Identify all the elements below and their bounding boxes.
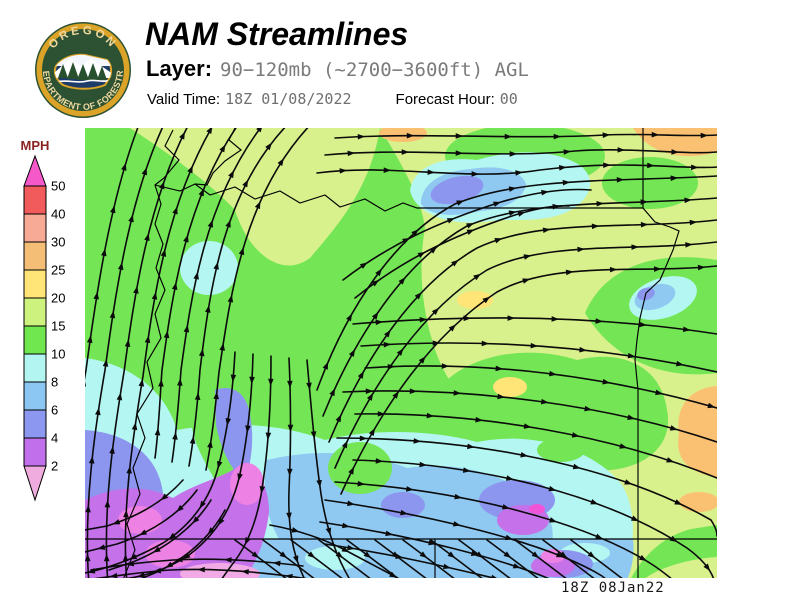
layer-value: 90−120mb (~2700−3600ft) AGL: [220, 59, 529, 81]
svg-text:MPH: MPH: [21, 138, 50, 153]
weather-map-canvas: [85, 128, 717, 578]
svg-text:10: 10: [51, 347, 65, 362]
svg-text:2: 2: [51, 459, 58, 474]
svg-text:4: 4: [51, 431, 58, 446]
wind-speed-colorbar: MPH 50 40 30 25 20 15 10 8 6 4 2: [21, 138, 65, 502]
wind-speed-legend: MPH 50 40 30 25 20 15 10 8 6 4 2: [16, 134, 90, 518]
streamline-map: [85, 128, 717, 578]
layer-line: Layer: 90−120mb (~2700−3600ft) AGL: [146, 56, 529, 82]
valid-time-label: Valid Time:: [147, 91, 221, 108]
seal-emblem-art: [54, 54, 112, 83]
odf-logo-seal: OREGON DEPARTMENT OF FORESTRY: [30, 12, 131, 118]
svg-text:40: 40: [51, 207, 65, 222]
odf-logo: OREGON DEPARTMENT OF FORESTRY: [30, 12, 133, 120]
svg-text:8: 8: [51, 375, 58, 390]
valid-time-line: Valid Time: 18Z 01/08/2022 Forecast Hour: 0…: [147, 90, 518, 108]
forecast-hour-value: 00: [499, 90, 518, 108]
svg-text:20: 20: [51, 291, 65, 306]
layer-label: Layer:: [146, 56, 213, 81]
svg-text:6: 6: [51, 403, 58, 418]
page-title: NAM Streamlines: [145, 16, 409, 52]
valid-time-value: 18Z 01/08/2022: [225, 90, 352, 108]
svg-text:30: 30: [51, 235, 65, 250]
svg-text:15: 15: [51, 319, 65, 334]
svg-text:50: 50: [51, 179, 65, 194]
seal-river: [56, 79, 112, 83]
svg-text:25: 25: [51, 263, 65, 278]
forecast-hour-label: Forecast Hour:: [395, 91, 495, 108]
map-timestamp: 18Z 08Jan22: [561, 580, 665, 596]
seal-trees: [58, 62, 107, 80]
